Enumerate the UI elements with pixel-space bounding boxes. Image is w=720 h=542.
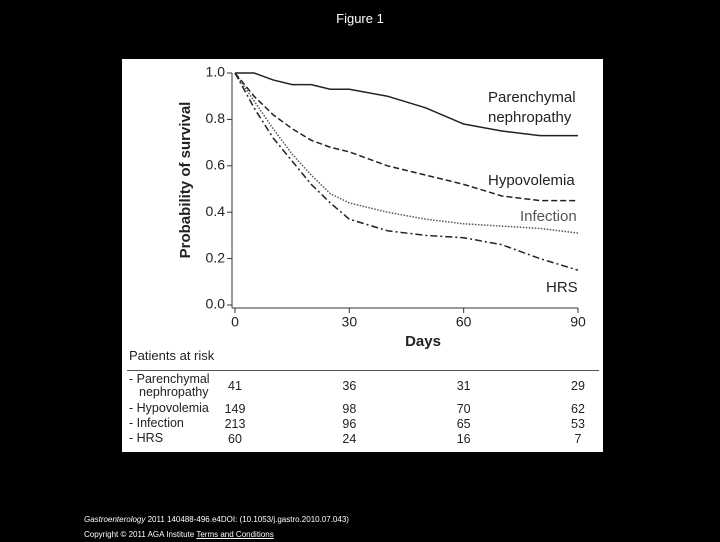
risk-table-title: Patients at risk	[129, 348, 215, 363]
x-tick-label: 60	[456, 314, 472, 330]
survival-curve	[234, 72, 578, 202]
terms-link[interactable]: Terms and Conditions	[196, 530, 274, 539]
y-axis-label: Probability of survival	[177, 102, 194, 259]
y-tick-label: 0.4	[206, 203, 226, 219]
risk-row-label: - Hypovolemia	[129, 401, 209, 415]
risk-count: 65	[456, 417, 471, 431]
y-tick-label: 0.6	[206, 157, 226, 173]
risk-count: 98	[342, 402, 357, 416]
x-axis-label: Days	[405, 333, 441, 350]
citation-line: Gastroenterology 2011 140488-496.e4DOI: …	[84, 512, 349, 527]
risk-count: 62	[571, 402, 585, 416]
risk-count: 36	[342, 379, 357, 393]
risk-count: 213	[224, 417, 246, 431]
risk-count: 70	[456, 402, 471, 416]
risk-count: 29	[571, 379, 585, 393]
risk-count: 149	[224, 402, 246, 416]
risk-count: 16	[456, 432, 471, 446]
citation: 2011 140488-496.e4DOI: (10.1053/j.gastro…	[147, 515, 349, 524]
risk-count: 96	[342, 417, 357, 431]
survival-curve	[234, 72, 579, 234]
page-title: Figure 1	[336, 11, 384, 26]
series-label: Hypovolemia	[488, 172, 575, 189]
risk-row-label: - Parenchymal nephropathy	[129, 372, 210, 399]
risk-count: 53	[571, 417, 585, 431]
chart: Probability of survival Days 0.0 0.2 0.4 0.…	[177, 64, 586, 350]
risk-count: 24	[342, 432, 357, 446]
y-tick-label: 0.8	[206, 110, 226, 126]
risk-count: 31	[456, 379, 471, 393]
risk-count: 7	[574, 432, 582, 446]
copyright-line: Copyright © 2011 AGA Institute Terms and…	[84, 527, 349, 542]
y-tick-label: 0.0	[206, 296, 226, 312]
journal: Gastroenterology	[84, 515, 146, 524]
figure-panel: Probability of survival Days 0.0 0.2 0.4 0.…	[122, 59, 603, 452]
series-label: Infection	[520, 208, 577, 225]
copyright: Copyright © 2011 AGA Institute	[84, 530, 195, 539]
risk-count: 41	[228, 379, 242, 393]
footer: Gastroenterology 2011 140488-496.e4DOI: …	[84, 512, 349, 542]
survival-curve	[234, 72, 579, 271]
x-tick-label: 30	[342, 314, 358, 330]
y-tick-label: 1.0	[206, 64, 226, 80]
y-tick-label: 0.2	[206, 249, 226, 265]
series-label: HRS	[546, 279, 578, 296]
risk-table-rule	[127, 370, 599, 371]
x-tick-label: 0	[231, 314, 239, 330]
risk-row-label: - Infection	[129, 416, 184, 430]
survival-curve	[235, 72, 578, 137]
x-tick-label: 90	[570, 314, 586, 330]
series-label: Parenchymal nephropathy	[488, 89, 576, 126]
risk-count: 60	[228, 432, 242, 446]
risk-row-label: - HRS	[129, 431, 164, 445]
